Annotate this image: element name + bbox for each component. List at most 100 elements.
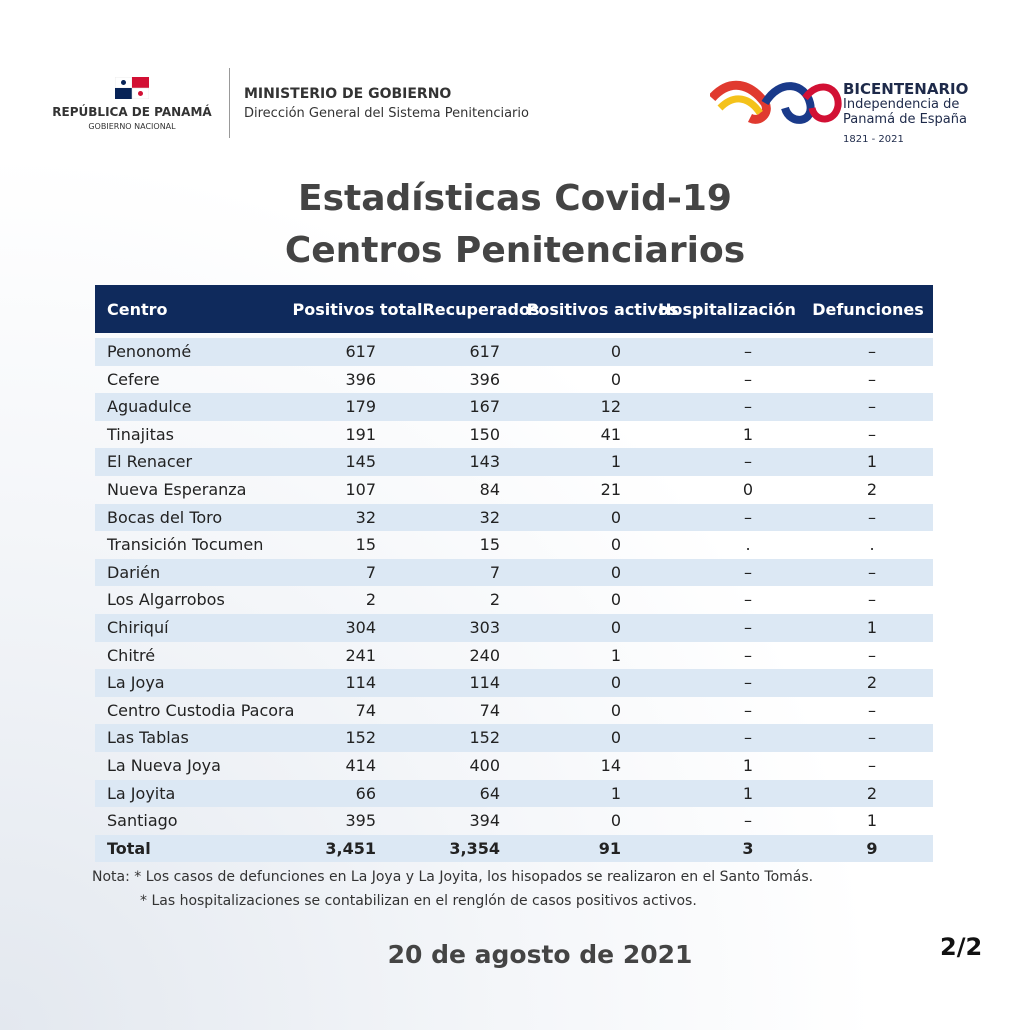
table-cell: 0 (610, 342, 621, 361)
table-cell: 7 (489, 562, 500, 582)
table-cell: 74 (355, 700, 376, 720)
title: Centros Penitenciarios (284, 230, 746, 271)
table-cell: Cefere (107, 369, 160, 389)
page-number: 2/2 (940, 933, 983, 961)
table-cell: 240 (469, 645, 500, 665)
table-cell: – (744, 397, 752, 417)
table-cell: Los Algarrobos (107, 590, 225, 610)
note: * Las hospitalizaciones se contabilizan … (140, 893, 697, 909)
table-cell: – (744, 590, 752, 610)
table-cell: 0 (610, 535, 621, 555)
table-cell: La Nueva Joya (107, 756, 221, 775)
table-cell: Bocas del Toro (107, 507, 223, 527)
column-header: Centro (107, 299, 168, 319)
table-cell: – (868, 700, 876, 720)
country-name: REPÚBLICA DE PANAMÁ (52, 105, 212, 119)
table-cell: – (744, 673, 752, 693)
table-cell: 191 (345, 424, 376, 444)
flag (115, 77, 149, 99)
table-cell: 394 (469, 811, 500, 831)
table-cell: 304 (345, 618, 376, 637)
table-cell: 1 (610, 452, 621, 472)
table-cell: 1 (866, 452, 878, 472)
table-cell: 0 (610, 728, 621, 748)
table-cell: 303 (469, 618, 500, 637)
column-header: Recuperados (422, 299, 540, 319)
row-shade (95, 338, 933, 366)
total-cell: 91 (598, 838, 621, 858)
table-header (95, 285, 933, 333)
table-cell: 1 (610, 783, 621, 803)
table-cell: Nueva Esperanza (107, 480, 247, 499)
table-cell: – (744, 618, 752, 637)
row-shade (95, 779, 933, 808)
table-cell: Las Tablas (107, 728, 189, 748)
table-cell: – (868, 424, 876, 444)
table-cell: . (745, 535, 751, 555)
table-cell: – (868, 562, 876, 582)
table-cell: 400 (469, 756, 500, 775)
column-header: Defunciones (812, 299, 924, 319)
column-header: Positivos activos (526, 299, 679, 319)
row-shade (95, 669, 933, 697)
total-cell: 3 (742, 838, 754, 858)
table-cell: – (868, 590, 876, 610)
table-cell: 0 (610, 562, 621, 582)
column-header: Positivos total (292, 299, 423, 319)
table-cell: 2 (489, 590, 500, 610)
bicentenario-line: Independencia de (843, 97, 960, 112)
table-cell: 414 (345, 756, 376, 775)
bicentenario-years: 1821 - 2021 (843, 134, 904, 145)
table-cell: Aguadulce (107, 397, 192, 417)
table-cell: 179 (345, 397, 376, 417)
row-shade (95, 393, 933, 421)
table-cell: 150 (469, 424, 500, 444)
table-cell: 241 (345, 645, 376, 665)
table-cell: Chiriquí (107, 618, 169, 637)
table-cell: – (868, 342, 876, 361)
department: Dirección General del Sistema Penitencia… (244, 106, 529, 121)
column-header: Hospitalización (658, 299, 796, 319)
row-shade (95, 614, 933, 642)
table-cell: 2 (866, 673, 878, 693)
total-cell: Total (107, 838, 151, 858)
table-cell: 84 (479, 480, 500, 499)
table-cell: – (744, 728, 752, 748)
table-cell: – (744, 452, 752, 472)
table-cell: Tinajitas (107, 424, 174, 444)
table-cell: 114 (345, 673, 376, 693)
table-cell: Centro Custodia Pacora (107, 700, 295, 720)
table-cell: 2 (866, 783, 878, 803)
table-cell: – (744, 342, 752, 361)
table-cell: 0 (610, 811, 621, 831)
table-cell: 0 (610, 673, 621, 693)
table-cell: La Joya (107, 673, 165, 693)
table-cell: 0 (742, 480, 754, 499)
table-cell: 617 (469, 342, 500, 361)
table-cell: – (744, 645, 752, 665)
table-cell: 15 (479, 535, 500, 555)
table-cell: 167 (469, 397, 500, 417)
table-cell: 1 (866, 811, 878, 831)
table-cell: 41 (600, 424, 621, 444)
table-cell: 66 (355, 783, 376, 803)
table-cell: La Joyita (107, 783, 176, 803)
table-cell: 12 (600, 397, 621, 417)
table-cell: . (869, 535, 875, 555)
table-cell: 114 (469, 673, 500, 693)
table-cell: 64 (479, 783, 500, 803)
divider (229, 68, 230, 138)
table-cell: – (868, 397, 876, 417)
note: Nota: * Los casos de defunciones en La J… (92, 869, 814, 885)
table-cell: Chitré (107, 645, 156, 665)
total-cell: 9 (866, 838, 878, 858)
table-cell: 617 (345, 342, 376, 361)
table-cell: – (744, 562, 752, 582)
table-cell: 2 (866, 480, 878, 499)
title: Estadísticas Covid-19 (298, 178, 732, 219)
table-cell: 32 (355, 507, 376, 527)
row-shade (95, 448, 933, 476)
table-cell: 21 (600, 480, 621, 499)
date: 20 de agosto de 2021 (387, 940, 693, 969)
